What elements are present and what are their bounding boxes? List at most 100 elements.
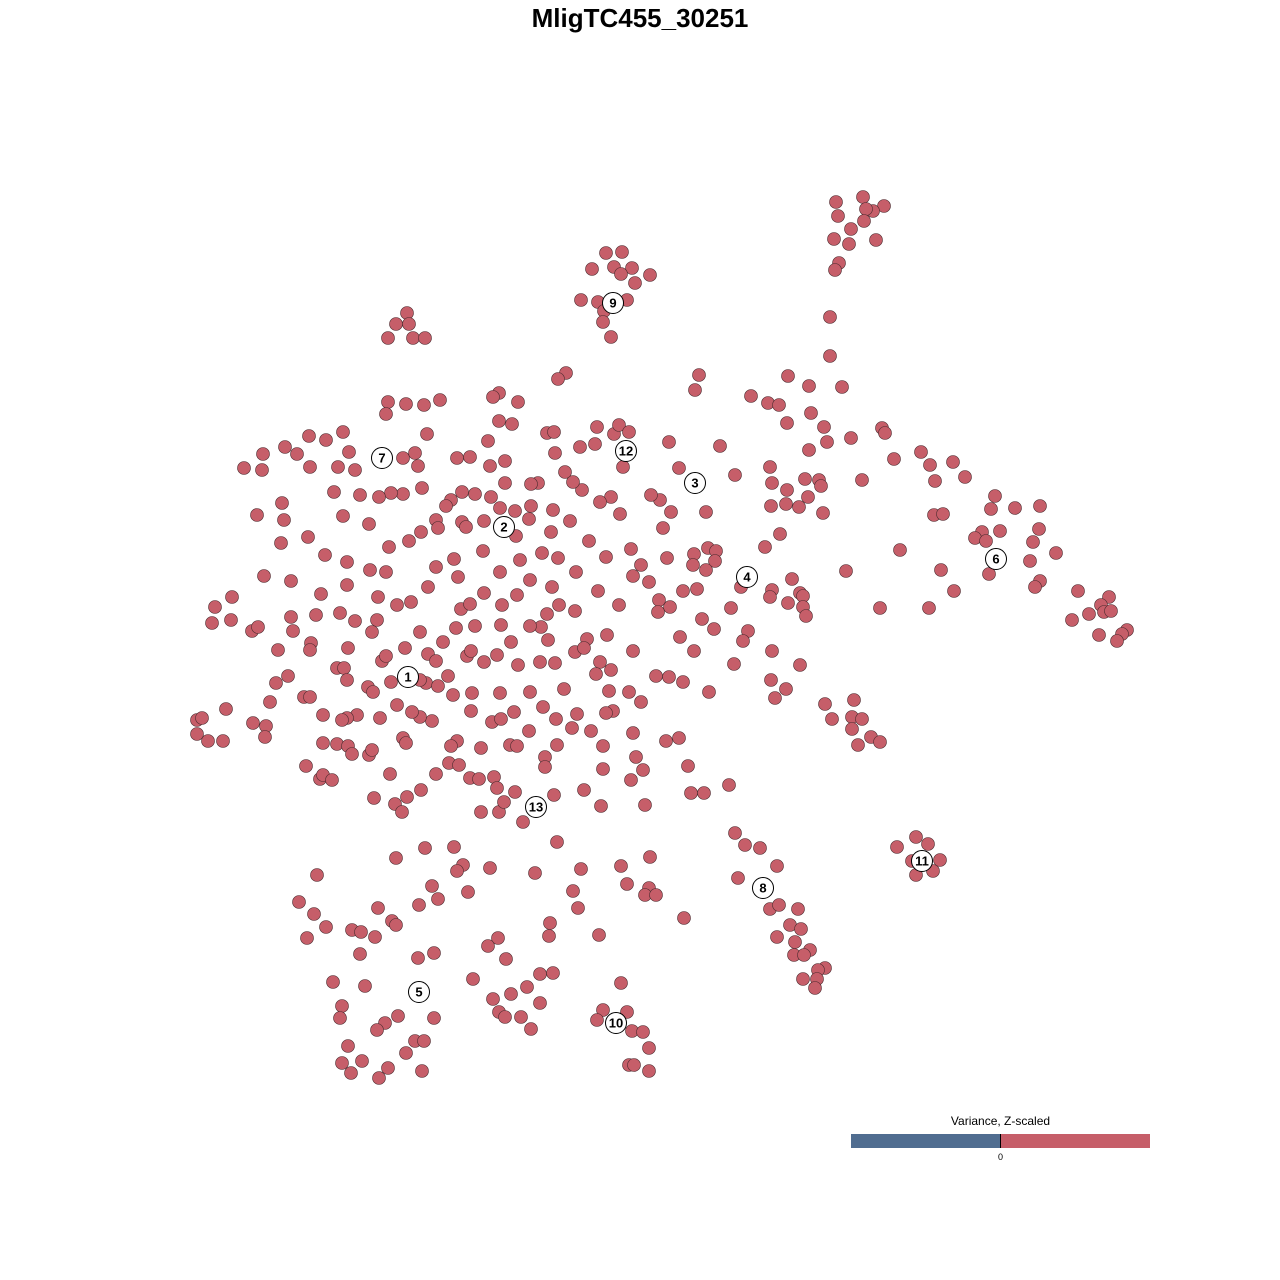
data-point bbox=[363, 563, 377, 577]
data-point bbox=[764, 499, 778, 513]
data-point bbox=[677, 911, 691, 925]
data-point bbox=[452, 758, 466, 772]
data-point bbox=[477, 586, 491, 600]
data-point bbox=[431, 892, 445, 906]
data-point bbox=[936, 507, 950, 521]
data-point bbox=[793, 658, 807, 672]
data-point bbox=[785, 572, 799, 586]
data-point bbox=[345, 747, 359, 761]
data-point bbox=[856, 190, 870, 204]
data-point bbox=[1082, 607, 1096, 621]
data-point bbox=[427, 946, 441, 960]
data-point bbox=[744, 389, 758, 403]
cluster-label-text: 1 bbox=[404, 670, 411, 685]
data-point bbox=[370, 1023, 384, 1037]
data-point bbox=[548, 656, 562, 670]
data-point bbox=[614, 267, 628, 281]
data-point bbox=[627, 1058, 641, 1072]
data-point bbox=[497, 795, 511, 809]
data-point bbox=[493, 686, 507, 700]
data-point bbox=[447, 552, 461, 566]
data-point bbox=[851, 738, 865, 752]
cluster-label-badge bbox=[736, 566, 758, 588]
data-point bbox=[672, 731, 686, 745]
data-point bbox=[373, 711, 387, 725]
data-point bbox=[923, 458, 937, 472]
cluster-label-4: 4 bbox=[736, 566, 758, 588]
data-point bbox=[642, 1064, 656, 1078]
cluster-label-text: 8 bbox=[759, 881, 766, 896]
data-point bbox=[1023, 554, 1037, 568]
data-point bbox=[614, 859, 628, 873]
data-point bbox=[417, 398, 431, 412]
data-point bbox=[695, 612, 709, 626]
data-point bbox=[365, 743, 379, 757]
data-point bbox=[921, 837, 935, 851]
data-point bbox=[486, 390, 500, 404]
data-point bbox=[431, 521, 445, 535]
data-point bbox=[444, 739, 458, 753]
data-point bbox=[303, 460, 317, 474]
data-point bbox=[708, 554, 722, 568]
data-point bbox=[533, 655, 547, 669]
data-point bbox=[370, 613, 384, 627]
data-point bbox=[781, 596, 795, 610]
data-point bbox=[208, 600, 222, 614]
data-point bbox=[205, 616, 219, 630]
data-point bbox=[541, 633, 555, 647]
data-point bbox=[405, 705, 419, 719]
data-point bbox=[814, 479, 828, 493]
data-point bbox=[612, 418, 626, 432]
data-point bbox=[1008, 501, 1022, 515]
cluster-label-1: 1 bbox=[397, 666, 419, 688]
data-point bbox=[686, 558, 700, 572]
data-point bbox=[365, 625, 379, 639]
data-point bbox=[922, 601, 936, 615]
data-point bbox=[504, 987, 518, 1001]
data-point bbox=[909, 830, 923, 844]
data-point bbox=[524, 477, 538, 491]
cluster-label-5: 5 bbox=[408, 981, 430, 1003]
data-point bbox=[780, 416, 794, 430]
cluster-label-text: 10 bbox=[609, 1016, 623, 1031]
data-point bbox=[604, 663, 618, 677]
data-point bbox=[893, 543, 907, 557]
data-point bbox=[255, 463, 269, 477]
data-point bbox=[484, 490, 498, 504]
cluster-label-text: 5 bbox=[415, 985, 422, 1000]
data-point bbox=[251, 620, 265, 634]
data-point bbox=[290, 447, 304, 461]
data-point bbox=[450, 864, 464, 878]
cluster-label-text: 2 bbox=[500, 520, 507, 535]
data-point bbox=[878, 426, 892, 440]
data-point bbox=[396, 451, 410, 465]
data-point bbox=[770, 930, 784, 944]
data-point bbox=[791, 902, 805, 916]
data-point bbox=[477, 655, 491, 669]
data-point bbox=[570, 707, 584, 721]
data-point bbox=[1104, 604, 1118, 618]
data-point bbox=[381, 395, 395, 409]
cluster-label-badge bbox=[911, 850, 933, 872]
data-point bbox=[201, 734, 215, 748]
data-point bbox=[415, 1064, 429, 1078]
cluster-label-badge bbox=[525, 796, 547, 818]
data-point bbox=[946, 455, 960, 469]
data-point bbox=[599, 550, 613, 564]
data-point bbox=[309, 608, 323, 622]
data-point bbox=[483, 459, 497, 473]
chart-title: MligTC455_30251 bbox=[531, 3, 749, 33]
data-point bbox=[642, 1041, 656, 1055]
cluster-label-6: 6 bbox=[985, 548, 1007, 570]
data-point bbox=[914, 445, 928, 459]
data-point bbox=[327, 485, 341, 499]
data-point bbox=[371, 590, 385, 604]
data-point bbox=[1092, 628, 1106, 642]
data-point bbox=[446, 688, 460, 702]
cluster-label-12: 12 bbox=[615, 440, 637, 462]
data-point bbox=[566, 884, 580, 898]
data-point bbox=[481, 939, 495, 953]
data-point bbox=[794, 922, 808, 936]
data-point bbox=[591, 584, 605, 598]
